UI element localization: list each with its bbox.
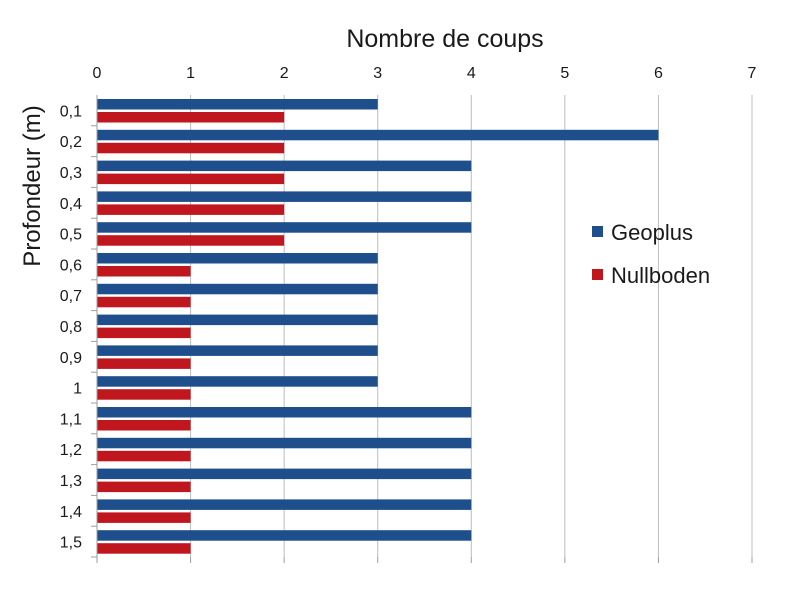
y-tick-label: 0,2 — [60, 134, 82, 151]
bar-nullboden — [97, 512, 191, 523]
bar-geoplus — [97, 99, 378, 110]
bar-nullboden — [97, 173, 285, 185]
y-tick-label: 1,3 — [60, 473, 82, 490]
x-tick-label: 3 — [373, 65, 382, 82]
bars — [97, 99, 659, 554]
y-tick-label: 0,9 — [60, 350, 82, 367]
x-axis-label: Nombre de coups — [346, 25, 543, 53]
bar-nullboden — [97, 543, 191, 554]
bar-geoplus — [97, 530, 472, 541]
x-tick-label: 5 — [560, 65, 569, 82]
x-tick-label: 1 — [186, 65, 195, 82]
gridlines — [190, 95, 753, 557]
x-tick-label: 0 — [93, 65, 102, 82]
axes: 0 1 2 3 4 5 6 7 0,1 0,2 0,3 0,4 0,5 0,6 0,7 0,8 0,9 1 1,1 1… — [60, 65, 757, 563]
bar-nullboden — [97, 389, 191, 400]
bar-geoplus — [97, 437, 472, 449]
y-tick-label: 1,1 — [60, 411, 82, 428]
legend-swatch-nullboden — [592, 269, 603, 280]
y-axis-label: Profondeur (m) — [19, 105, 46, 266]
bar-geoplus — [97, 283, 378, 295]
y-tick-label: 0,8 — [60, 319, 82, 336]
bar-geoplus — [97, 222, 472, 233]
legend-label-nullboden: Nullboden — [611, 263, 710, 288]
x-tick-label: 4 — [467, 65, 476, 82]
bar-nullboden — [97, 204, 285, 215]
bar-geoplus — [97, 160, 472, 172]
bar-geoplus — [97, 468, 472, 480]
bar-nullboden — [97, 420, 191, 431]
y-tick-label: 0,3 — [60, 165, 82, 182]
bar-nullboden — [97, 481, 191, 493]
bar-nullboden — [97, 266, 191, 277]
x-tick-label: 2 — [280, 65, 289, 82]
legend-swatch-geoplus — [592, 226, 603, 237]
legend: Geoplus Nullboden — [592, 220, 710, 288]
y-tick-label: 1 — [73, 381, 82, 398]
y-tick-label: 0,4 — [60, 196, 82, 213]
y-tick-label: 1,2 — [60, 442, 82, 459]
bar-nullboden — [97, 142, 285, 154]
y-tick-label: 0,5 — [60, 227, 82, 244]
y-tick-label: 0,1 — [60, 103, 82, 120]
y-tick-label: 1,5 — [60, 535, 82, 552]
bar-geoplus — [97, 129, 659, 141]
bar-geoplus — [97, 314, 378, 326]
bar-geoplus — [97, 345, 378, 356]
legend-label-geoplus: Geoplus — [611, 220, 693, 245]
bar-nullboden — [97, 450, 191, 462]
bar-geoplus — [97, 376, 378, 387]
y-tick-label: 0,7 — [60, 288, 82, 305]
x-tick-label: 7 — [748, 65, 757, 82]
bar-nullboden — [97, 358, 191, 369]
bar-geoplus — [97, 253, 378, 264]
bar-geoplus — [97, 407, 472, 418]
bar-nullboden — [97, 327, 191, 339]
y-tick-label: 0,6 — [60, 257, 82, 274]
bar-geoplus — [97, 499, 472, 510]
x-tick-label: 6 — [654, 65, 663, 82]
bar-nullboden — [97, 235, 285, 246]
y-tick-label: 1,4 — [60, 504, 82, 521]
bar-nullboden — [97, 112, 285, 123]
bar-nullboden — [97, 296, 191, 308]
bar-geoplus — [97, 191, 472, 202]
